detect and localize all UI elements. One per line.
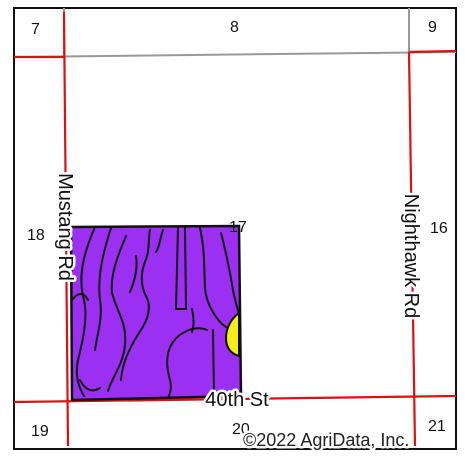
nighthawk-rd-label: Nighthawk Rd (400, 194, 422, 319)
soil-unit-lines (71, 226, 240, 399)
field-boundary (69, 224, 243, 402)
40th-st-label: 40th St (205, 389, 269, 411)
mustang-rd-line (62, 11, 70, 447)
section-label-16: 16 (430, 220, 448, 237)
section-label-8: 8 (230, 19, 239, 36)
section-label-18: 18 (27, 227, 45, 244)
north-road-line (408, 49, 457, 54)
section-line (13, 51, 457, 58)
copyright-text: ©2022 AgriData, Inc. (243, 430, 409, 450)
section-label-9: 9 (428, 19, 437, 36)
nighthawk-rd-line (407, 51, 417, 447)
soil-inclusion-yellow[interactable] (224, 311, 240, 358)
40th-st-line (13, 394, 457, 404)
section-label-7: 7 (31, 21, 40, 38)
mustang-rd-label: Mustang Rd (54, 173, 76, 281)
section-label-20: 20 (232, 421, 250, 438)
section-label-21: 21 (428, 418, 446, 435)
section-label-17: 17 (229, 219, 247, 236)
section-label-19: 19 (31, 423, 49, 440)
